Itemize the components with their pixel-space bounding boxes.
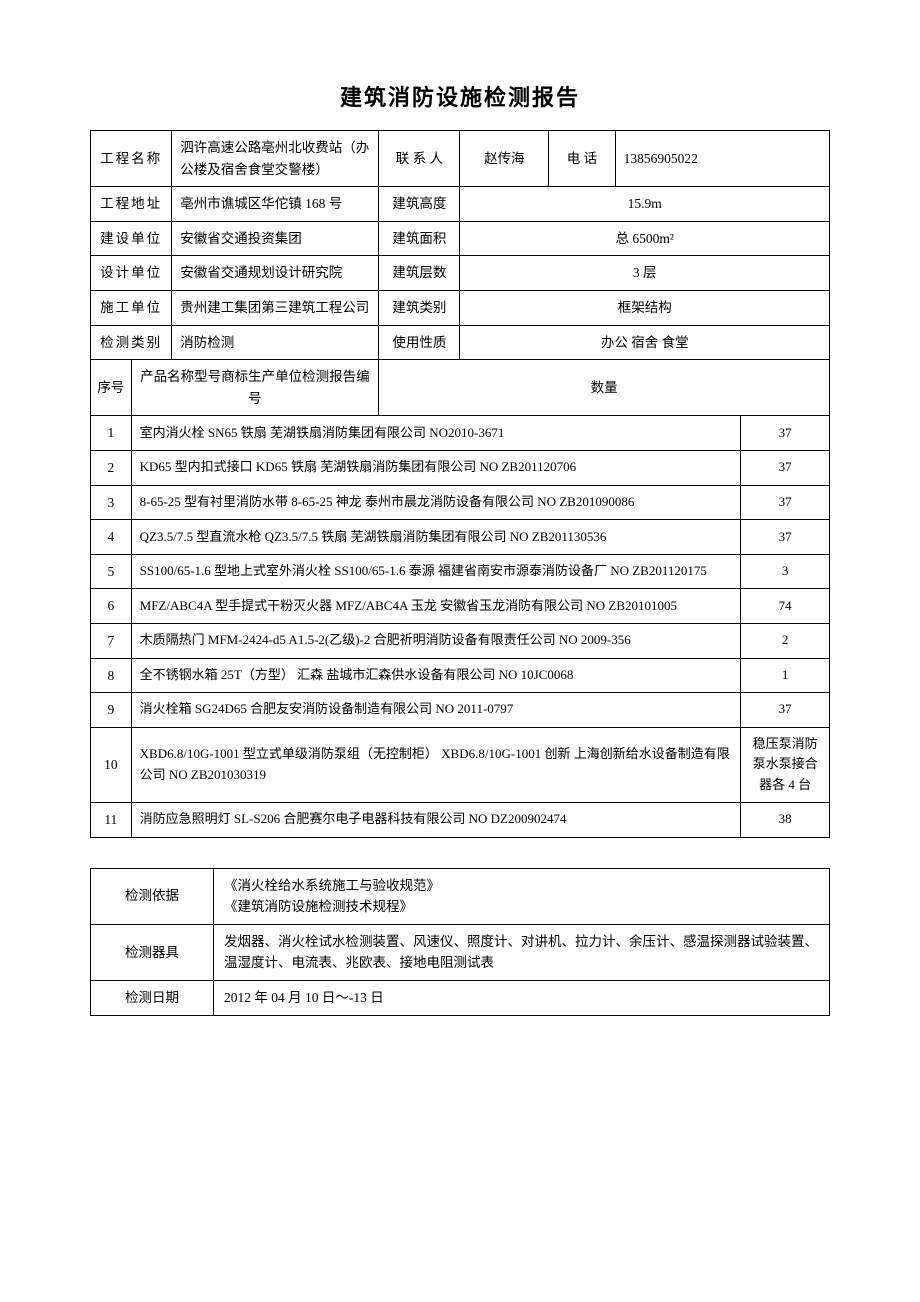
label-instruments: 检测器具 [91,924,214,980]
label-building-type: 建筑类别 [379,290,460,325]
table-row: 10XBD6.8/10G-1001 型立式单级消防泵组（无控制柜） XBD6.8… [91,727,830,802]
label-contact: 联 系 人 [379,131,460,187]
footer-table: 检测依据 《消火栓给水系统施工与验收规范》 《建筑消防设施检测技术规程》 检测器… [90,868,830,1016]
item-index: 6 [91,589,132,624]
label-floors: 建筑层数 [379,256,460,291]
item-index: 10 [91,727,132,802]
item-index: 8 [91,658,132,693]
table-row: 2KD65 型内扣式接口 KD65 铁扇 芜湖铁扇消防集团有限公司 NO ZB2… [91,450,830,485]
item-quantity: 37 [741,485,830,520]
item-index: 1 [91,416,132,451]
label-contractor: 施工单位 [91,290,172,325]
label-area: 建筑面积 [379,221,460,256]
item-description: 室内消火栓 SN65 铁扇 芜湖铁扇消防集团有限公司 NO2010-3671 [131,416,741,451]
value-instruments: 发烟器、消火栓试水检测装置、风速仪、照度计、对讲机、拉力计、余压计、感温探测器试… [214,924,830,980]
item-quantity: 38 [741,803,830,838]
item-index: 2 [91,450,132,485]
list-header-idx: 序号 [91,360,132,416]
item-quantity: 2 [741,623,830,658]
item-description: SS100/65-1.6 型地上式室外消火栓 SS100/65-1.6 泰源 福… [131,554,741,589]
table-row: 4QZ3.5/7.5 型直流水枪 QZ3.5/7.5 铁扇 芜湖铁扇消防集团有限… [91,520,830,555]
item-index: 3 [91,485,132,520]
label-address: 工程地址 [91,187,172,222]
value-date: 2012 年 04 月 10 日～-13 日 [214,981,830,1016]
item-description: 木质隔热门 MFM-2424-d5 A1.5-2(乙级)-2 合肥祈明消防设备有… [131,623,741,658]
value-height: 15.9m [460,187,830,222]
label-height: 建筑高度 [379,187,460,222]
table-row: 9消火栓箱 SG24D65 合肥友安消防设备制造有限公司 NO 2011-079… [91,693,830,728]
value-building-type: 框架结构 [460,290,830,325]
item-index: 5 [91,554,132,589]
label-date: 检测日期 [91,981,214,1016]
value-design-unit: 安徽省交通规划设计研究院 [172,256,379,291]
item-quantity: 1 [741,658,830,693]
value-usage: 办公 宿舍 食堂 [460,325,830,360]
value-contact: 赵传海 [460,131,549,187]
label-inspection-type: 检测类别 [91,325,172,360]
item-quantity: 37 [741,416,830,451]
table-row: 38-65-25 型有衬里消防水带 8-65-25 神龙 泰州市晨龙消防设备有限… [91,485,830,520]
value-address: 亳州市谯城区华佗镇 168 号 [172,187,379,222]
item-index: 9 [91,693,132,728]
main-table: 工程名称 泗许高速公路亳州北收费站（办公楼及宿舍食堂交警楼） 联 系 人 赵传海… [90,130,830,838]
label-construction-unit: 建设单位 [91,221,172,256]
value-contractor: 贵州建工集团第三建筑工程公司 [172,290,379,325]
item-index: 7 [91,623,132,658]
item-index: 11 [91,803,132,838]
item-description: 消火栓箱 SG24D65 合肥友安消防设备制造有限公司 NO 2011-0797 [131,693,741,728]
label-phone: 电 话 [549,131,616,187]
item-quantity: 74 [741,589,830,624]
item-description: MFZ/ABC4A 型手提式干粉灭火器 MFZ/ABC4A 玉龙 安徽省玉龙消防… [131,589,741,624]
item-quantity: 37 [741,450,830,485]
item-quantity: 37 [741,693,830,728]
value-basis: 《消火栓给水系统施工与验收规范》 《建筑消防设施检测技术规程》 [214,868,830,924]
value-project-name: 泗许高速公路亳州北收费站（办公楼及宿舍食堂交警楼） [172,131,379,187]
item-quantity: 3 [741,554,830,589]
value-floors: 3 层 [460,256,830,291]
item-description: XBD6.8/10G-1001 型立式单级消防泵组（无控制柜） XBD6.8/1… [131,727,741,802]
value-construction-unit: 安徽省交通投资集团 [172,221,379,256]
item-description: 8-65-25 型有衬里消防水带 8-65-25 神龙 泰州市晨龙消防设备有限公… [131,485,741,520]
value-inspection-type: 消防检测 [172,325,379,360]
item-quantity: 稳压泵消防泵水泵接合器各 4 台 [741,727,830,802]
label-usage: 使用性质 [379,325,460,360]
label-project-name: 工程名称 [91,131,172,187]
report-title: 建筑消防设施检测报告 [90,80,830,112]
item-description: 消防应急照明灯 SL-S206 合肥赛尔电子电器科技有限公司 NO DZ2009… [131,803,741,838]
item-description: KD65 型内扣式接口 KD65 铁扇 芜湖铁扇消防集团有限公司 NO ZB20… [131,450,741,485]
list-header-desc: 产品名称型号商标生产单位检测报告编号 [131,360,379,416]
label-design-unit: 设计单位 [91,256,172,291]
item-description: 全不锈钢水箱 25T（方型） 汇森 盐城市汇森供水设备有限公司 NO 10JC0… [131,658,741,693]
item-description: QZ3.5/7.5 型直流水枪 QZ3.5/7.5 铁扇 芜湖铁扇消防集团有限公… [131,520,741,555]
table-row: 8全不锈钢水箱 25T（方型） 汇森 盐城市汇森供水设备有限公司 NO 10JC… [91,658,830,693]
table-row: 7木质隔热门 MFM-2424-d5 A1.5-2(乙级)-2 合肥祈明消防设备… [91,623,830,658]
table-row: 5SS100/65-1.6 型地上式室外消火栓 SS100/65-1.6 泰源 … [91,554,830,589]
table-row: 11消防应急照明灯 SL-S206 合肥赛尔电子电器科技有限公司 NO DZ20… [91,803,830,838]
item-quantity: 37 [741,520,830,555]
table-row: 6MFZ/ABC4A 型手提式干粉灭火器 MFZ/ABC4A 玉龙 安徽省玉龙消… [91,589,830,624]
label-basis: 检测依据 [91,868,214,924]
item-index: 4 [91,520,132,555]
value-phone: 13856905022 [615,131,829,187]
value-area: 总 6500m² [460,221,830,256]
list-header-qty: 数量 [379,360,830,416]
table-row: 1室内消火栓 SN65 铁扇 芜湖铁扇消防集团有限公司 NO2010-36713… [91,416,830,451]
